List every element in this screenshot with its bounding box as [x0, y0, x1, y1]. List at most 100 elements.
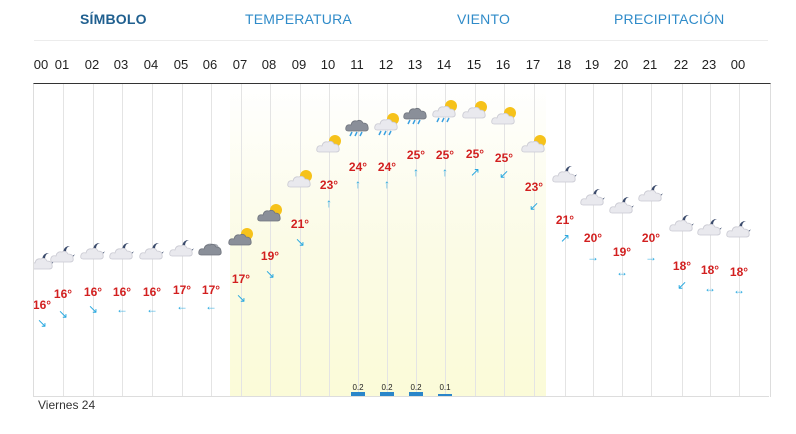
temperature-label: 25° — [406, 148, 426, 162]
temperature-label: 25° — [494, 151, 514, 165]
temperature-label: 20° — [583, 231, 603, 245]
daylight-band — [230, 84, 546, 397]
tab-temperatura[interactable]: TEMPERATURA — [245, 11, 352, 27]
hour-label: 23 — [701, 57, 717, 72]
sun-dark-cloud-icon — [255, 201, 285, 225]
sun-cloud-icon — [285, 167, 315, 191]
hour-label: 12 — [378, 57, 394, 72]
wind-arrow-icon: ↑ — [355, 177, 361, 191]
sun-cloud-icon — [519, 132, 549, 156]
storm-rain-icon — [343, 111, 373, 137]
hour-label: 02 — [84, 57, 100, 72]
tab-precipitacion[interactable]: PRECIPITACIÓN — [614, 11, 725, 27]
grid-line — [739, 84, 740, 397]
grid-line — [475, 84, 476, 397]
hour-label: 19 — [584, 57, 600, 72]
hour-label: 05 — [173, 57, 189, 72]
moon-cloud-icon — [550, 162, 580, 186]
precipitation-value: 0.2 — [352, 383, 364, 392]
moon-cloud-icon — [636, 181, 666, 205]
hour-label: 13 — [407, 57, 423, 72]
moon-cloud-icon — [78, 239, 108, 263]
hour-label: 00 — [33, 57, 49, 72]
temperature-label: 20° — [641, 231, 661, 245]
grid-line — [593, 84, 594, 397]
chart-baseline — [33, 396, 769, 397]
hourly-forecast-chart: 16° ↘ 16° ↘ 16° ↘ 16° ← 16° ← 17° ← 17° ← 17° ↘ 19° ↘ 21° ↘… — [33, 83, 771, 397]
wind-arrow-icon: ← — [116, 302, 128, 316]
temperature-label: 23° — [524, 180, 544, 194]
hour-label: 14 — [436, 57, 452, 72]
wind-arrow-icon: ↘ — [57, 307, 69, 321]
grid-line — [651, 84, 652, 397]
grid-line — [682, 84, 683, 397]
temperature-label: 16° — [53, 287, 73, 301]
sun-rain-icon — [372, 110, 402, 136]
wind-arrow-icon: ↔ — [704, 281, 716, 295]
wind-arrow-icon: ↙ — [676, 278, 688, 292]
moon-cloud-icon — [607, 193, 637, 217]
hour-label: 06 — [202, 57, 218, 72]
temperature-label: 21° — [555, 213, 575, 227]
temperature-label: 17° — [201, 283, 221, 297]
storm-rain-icon — [401, 99, 431, 125]
sun-cloud-icon — [489, 104, 519, 128]
wind-arrow-icon: → — [587, 250, 599, 264]
sun-dark-cloud-icon — [226, 225, 256, 249]
temperature-label: 16° — [83, 285, 103, 299]
temperature-label: 17° — [172, 283, 192, 297]
wind-arrow-icon: ↘ — [235, 291, 247, 305]
grid-line — [182, 84, 183, 397]
hour-label: 22 — [673, 57, 689, 72]
hour-label: 07 — [232, 57, 248, 72]
grid-line — [445, 84, 446, 397]
precipitation-value: 0.2 — [410, 383, 422, 392]
moon-cloud-icon — [48, 242, 78, 266]
grid-line — [152, 84, 153, 397]
temperature-label: 24° — [377, 160, 397, 174]
hour-label: 10 — [320, 57, 336, 72]
tab-simbolo[interactable]: SÍMBOLO — [80, 11, 147, 27]
temperature-label: 23° — [319, 178, 339, 192]
wind-arrow-icon: ← — [146, 302, 158, 316]
grid-line — [710, 84, 711, 397]
grid-line — [387, 84, 388, 397]
temperature-label: 16° — [142, 285, 162, 299]
day-label: Viernes 24 — [38, 398, 96, 412]
temperature-label: 21° — [290, 217, 310, 231]
moon-cloud-icon — [34, 249, 57, 273]
moon-cloud-icon — [107, 239, 137, 263]
grid-line — [63, 84, 64, 397]
hour-label: 04 — [143, 57, 159, 72]
hour-label: 09 — [291, 57, 307, 72]
wind-arrow-icon: ↘ — [294, 235, 306, 249]
hour-label: 00 — [730, 57, 746, 72]
wind-arrow-icon: ↑ — [442, 165, 448, 179]
tab-viento[interactable]: VIENTO — [457, 11, 511, 27]
temperature-label: 24° — [348, 160, 368, 174]
grid-line — [270, 84, 271, 397]
temperature-label: 17° — [231, 272, 251, 286]
temperature-label: 16° — [33, 298, 52, 312]
wind-arrow-icon: ↘ — [36, 316, 48, 330]
wind-arrow-icon: ← — [176, 299, 188, 313]
temperature-label: 25° — [465, 147, 485, 161]
grid-line — [416, 84, 417, 397]
precipitation-value: 0.1 — [439, 383, 451, 392]
wind-arrow-icon: ↔ — [616, 265, 628, 279]
precipitation-bar — [409, 392, 423, 397]
wind-arrow-icon: ↙ — [528, 199, 540, 213]
wind-arrow-icon: ↔ — [733, 283, 745, 297]
wind-arrow-icon: ← — [205, 299, 217, 313]
hour-label: 20 — [613, 57, 629, 72]
hour-label: 16 — [495, 57, 511, 72]
grid-line — [122, 84, 123, 397]
wind-arrow-icon: ↑ — [384, 177, 390, 191]
moon-cloud-icon — [695, 215, 725, 239]
temperature-label: 18° — [700, 263, 720, 277]
temperature-label: 16° — [112, 285, 132, 299]
precipitation-bar — [351, 392, 365, 397]
sun-cloud-icon — [314, 132, 344, 156]
view-tabs: SÍMBOLO TEMPERATURA VIENTO PRECIPITACIÓN — [0, 0, 796, 40]
wind-arrow-icon: → — [645, 250, 657, 264]
